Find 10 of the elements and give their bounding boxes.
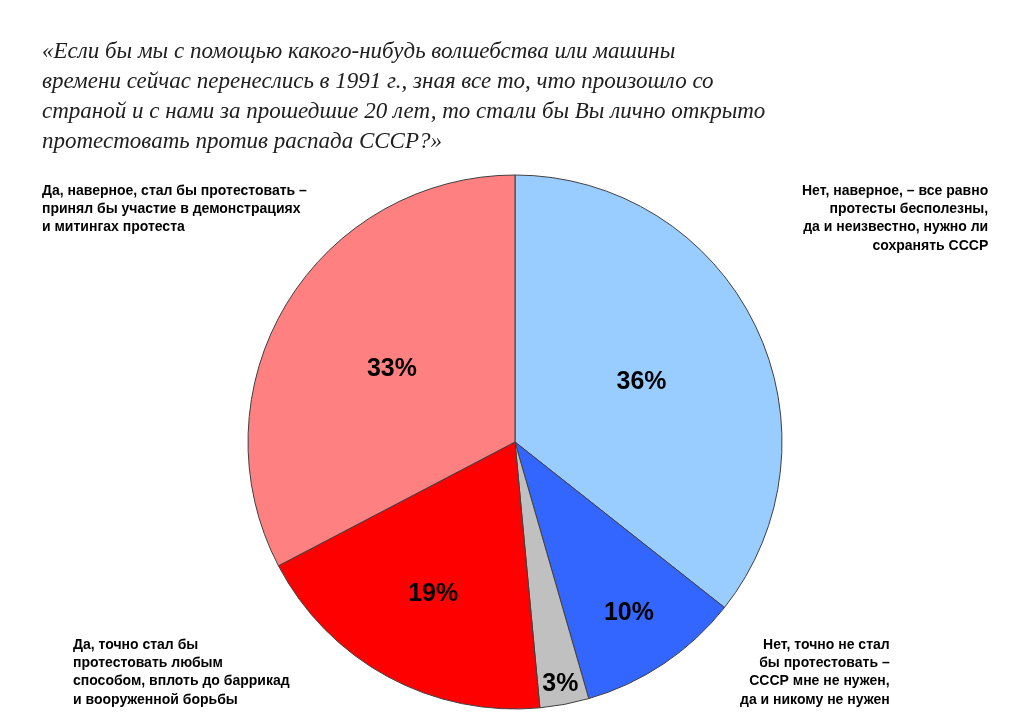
slice-label: Нет, точно не стал бы протестовать – СССР мне не нужен, да и никому не нужен (740, 636, 890, 707)
slice-label: Да, наверное, стал бы протестовать – принял бы участие в демонстрациях и митингах протеста (42, 182, 308, 235)
chart-title: «Если бы мы с помощью какого-нибудь волшебства или машины времени сейчас перенеслись в 1991 г., зная все то, что произошло со страной и с нами за прошедшие 20 лет, то стали бы Вы лично открыто протестовать против распада СССР?» (42, 38, 766, 153)
data-label: 33% (366, 353, 417, 381)
slice-label: Да, точно стал бы протестовать любым способом, вплоть до баррикад и вооруженной борьбы (73, 636, 290, 707)
data-label: 3% (542, 667, 579, 696)
data-label: 19% (408, 578, 459, 607)
data-label: 36% (616, 366, 667, 395)
slice-label: Нет, наверное, – все равно протесты бесполезны, да и неизвестно, нужно ли сохранять СССР (802, 182, 989, 253)
data-label: 10% (603, 597, 654, 626)
